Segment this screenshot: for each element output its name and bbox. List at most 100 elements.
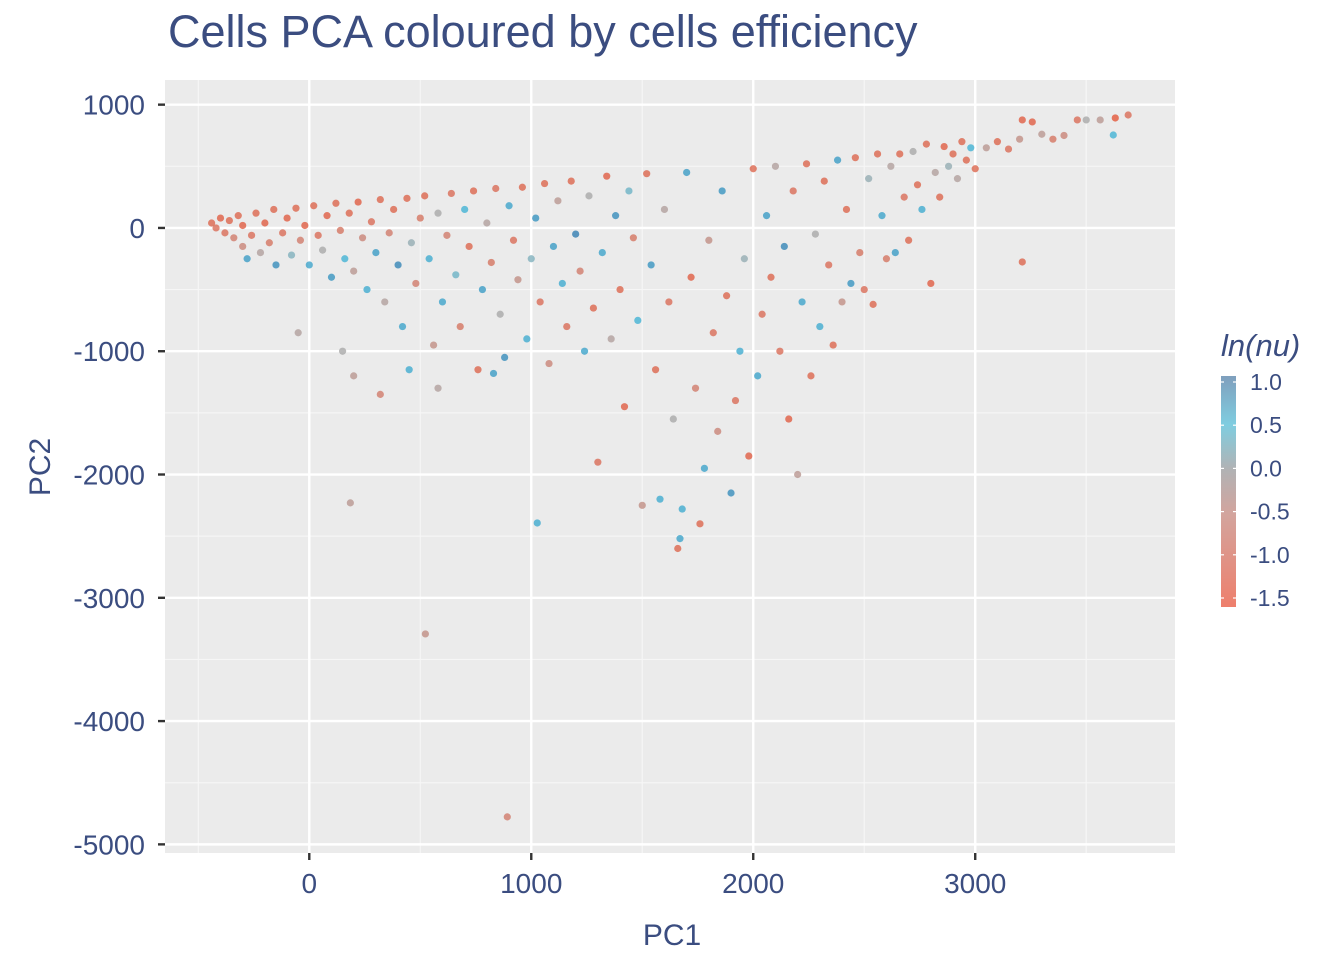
data-point [469, 187, 478, 195]
data-point [576, 267, 584, 275]
data-point [629, 234, 637, 242]
data-point [913, 181, 922, 189]
data-point [982, 144, 990, 152]
data-point [745, 452, 753, 460]
data-point [346, 499, 354, 507]
data-point [247, 231, 256, 239]
data-point [283, 214, 291, 222]
data-point [953, 175, 962, 183]
data-point [873, 150, 882, 158]
data-point [292, 204, 300, 212]
data-point [1028, 118, 1036, 126]
data-point [665, 298, 673, 306]
data-point [456, 322, 464, 331]
data-point [905, 236, 913, 244]
chart-title: Cells PCA coloured by cells efficiency [168, 6, 918, 57]
data-point [363, 285, 371, 294]
data-point [327, 273, 336, 281]
data-point [638, 501, 646, 509]
data-point [429, 341, 438, 349]
data-point [572, 230, 580, 238]
data-point [434, 209, 442, 217]
data-point [563, 322, 571, 331]
data-point [416, 214, 424, 222]
data-point [385, 229, 393, 237]
data-point [1082, 116, 1090, 124]
data-point [509, 236, 518, 244]
data-point [718, 187, 726, 195]
data-point [825, 261, 833, 269]
data-point [776, 347, 784, 355]
data-point [1018, 116, 1026, 124]
data-point [740, 255, 748, 263]
data-point [616, 285, 624, 294]
data-point [514, 276, 522, 284]
data-point [243, 255, 251, 263]
data-point [487, 258, 495, 267]
data-point [962, 156, 970, 164]
data-point [660, 205, 669, 214]
data-point [674, 544, 682, 553]
data-point [212, 224, 220, 232]
data-point [802, 160, 811, 168]
data-point [944, 162, 953, 170]
y-tick-label: 0 [129, 213, 145, 244]
data-point [527, 255, 535, 263]
data-point [856, 248, 864, 257]
data-point [678, 505, 686, 513]
data-point [723, 292, 731, 300]
y-tick-label: -4000 [73, 706, 145, 737]
data-point [656, 495, 664, 503]
y-axis-label: PC2 [24, 438, 57, 496]
data-point [847, 279, 855, 288]
data-point [785, 415, 793, 423]
data-point [612, 212, 620, 220]
data-point [372, 248, 380, 257]
data-point [749, 165, 757, 173]
x-tick-label: 3000 [944, 868, 1006, 899]
data-point [918, 205, 926, 214]
data-point [940, 142, 948, 151]
data-point [691, 384, 700, 392]
data-points [208, 111, 1132, 821]
data-point [1060, 131, 1068, 140]
data-point [461, 205, 469, 214]
data-point [647, 261, 655, 269]
data-point [1018, 258, 1026, 266]
data-point [536, 298, 544, 306]
data-point [1004, 145, 1013, 153]
legend-tick-label: 0.5 [1250, 412, 1282, 438]
data-point [523, 335, 531, 343]
y-tick-label: -2000 [73, 460, 145, 491]
y-tick-label: -1000 [73, 336, 145, 367]
data-point [762, 212, 771, 220]
data-point [865, 175, 873, 183]
data-point [532, 214, 540, 222]
data-point [683, 168, 691, 177]
data-point [354, 198, 362, 206]
data-point [390, 205, 398, 214]
data-point [971, 165, 979, 173]
data-point [736, 347, 744, 355]
data-point [425, 255, 433, 263]
data-point [305, 261, 313, 269]
data-point [294, 329, 302, 337]
data-point [549, 242, 558, 251]
data-point [412, 279, 420, 288]
data-point [634, 316, 642, 325]
data-point [503, 813, 511, 821]
data-point [221, 229, 229, 237]
data-point [483, 219, 491, 227]
data-point [272, 261, 280, 269]
x-axis-label: PC1 [643, 919, 701, 952]
data-point [878, 212, 886, 220]
data-point [594, 458, 602, 466]
data-point [438, 298, 447, 306]
data-point [833, 156, 842, 164]
data-point [452, 271, 460, 279]
data-point [851, 154, 859, 162]
data-point [265, 239, 273, 247]
data-point [676, 535, 684, 543]
data-point [376, 390, 384, 398]
data-point [1016, 135, 1024, 143]
